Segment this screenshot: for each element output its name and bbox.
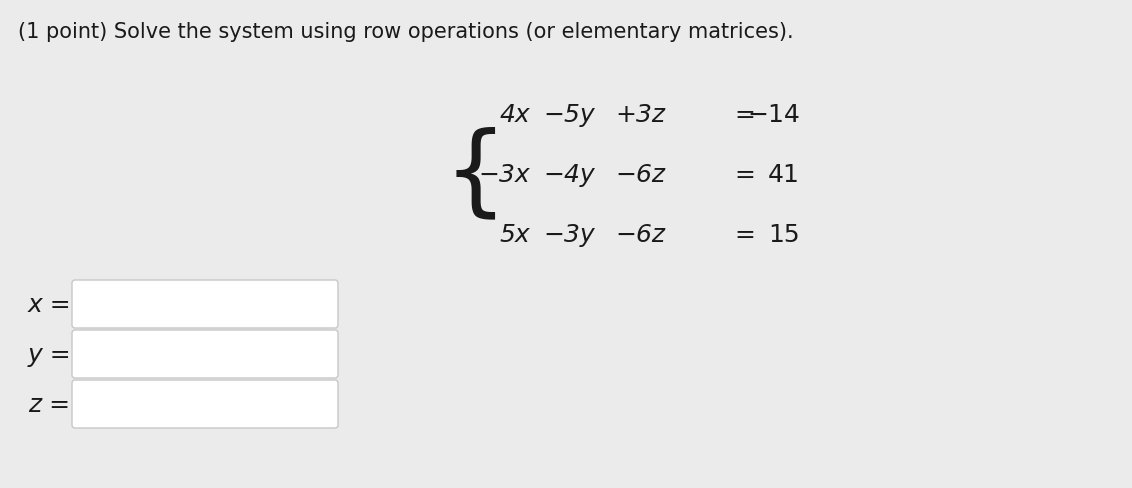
Text: −4y: −4y: [543, 163, 595, 187]
Text: +3z: +3z: [615, 103, 664, 127]
Text: −14: −14: [747, 103, 800, 127]
Text: =: =: [735, 223, 755, 247]
Text: 41: 41: [769, 163, 800, 187]
FancyBboxPatch shape: [72, 380, 338, 428]
Text: {: {: [444, 126, 507, 224]
FancyBboxPatch shape: [72, 330, 338, 378]
Text: −3y: −3y: [543, 223, 595, 247]
Text: z =: z =: [28, 393, 70, 417]
Text: 4x: 4x: [499, 103, 530, 127]
Text: =: =: [735, 163, 755, 187]
Text: 15: 15: [769, 223, 800, 247]
Text: −6z: −6z: [615, 163, 664, 187]
Text: =: =: [735, 103, 755, 127]
Text: (1 point) Solve the system using row operations (or elementary matrices).: (1 point) Solve the system using row ope…: [18, 22, 794, 42]
Text: −3x: −3x: [479, 163, 530, 187]
Text: −5y: −5y: [543, 103, 595, 127]
Text: −6z: −6z: [615, 223, 664, 247]
Text: x =: x =: [28, 293, 71, 317]
Text: y =: y =: [28, 343, 71, 367]
Text: 5x: 5x: [499, 223, 530, 247]
FancyBboxPatch shape: [72, 280, 338, 328]
